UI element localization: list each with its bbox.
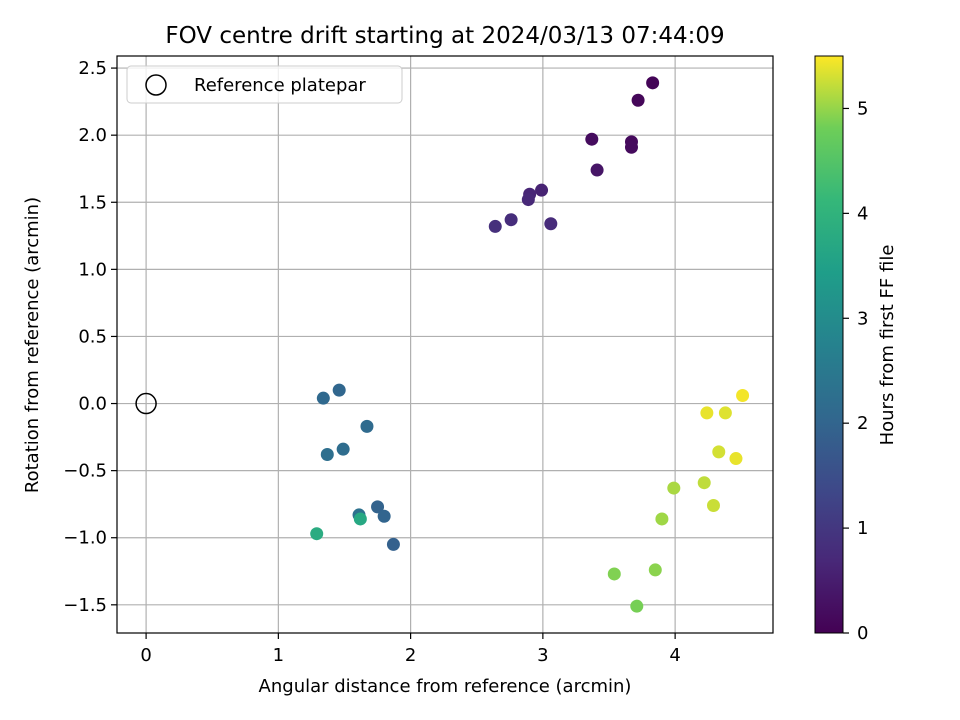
x-axis-ticks: 0 1 2 3 4 bbox=[140, 633, 681, 666]
data-point bbox=[630, 599, 644, 613]
y-tick-label: −1.0 bbox=[63, 528, 107, 549]
data-point bbox=[360, 419, 374, 433]
y-tick-label: 2.0 bbox=[78, 125, 107, 146]
colorbar-label: Hours from first FF file bbox=[877, 245, 898, 446]
data-point bbox=[535, 183, 549, 197]
x-tick-label: 0 bbox=[140, 645, 151, 666]
y-tick-label: 1.5 bbox=[78, 192, 107, 213]
y-tick-label: −0.5 bbox=[63, 461, 107, 482]
colorbar-tick-label: 4 bbox=[857, 203, 868, 224]
grid bbox=[117, 56, 773, 633]
data-point bbox=[353, 512, 367, 526]
data-point bbox=[320, 448, 334, 462]
data-point bbox=[504, 213, 518, 227]
legend: Reference platepar bbox=[126, 65, 403, 104]
colorbar-ticks: 0 1 2 3 4 5 bbox=[843, 98, 868, 644]
data-point bbox=[718, 406, 732, 420]
reference-marker-layer bbox=[135, 392, 157, 415]
colorbar-tick-label: 0 bbox=[857, 623, 868, 644]
data-points bbox=[310, 76, 750, 613]
x-tick-label: 1 bbox=[273, 645, 284, 666]
data-point bbox=[697, 476, 711, 490]
colorbar: 0 1 2 3 4 5 Hours from first FF file bbox=[814, 55, 898, 644]
data-point bbox=[488, 219, 502, 233]
y-tick-label: 0.0 bbox=[78, 394, 107, 415]
colorbar-tick-label: 1 bbox=[857, 518, 868, 539]
data-point bbox=[371, 500, 385, 514]
plot-frame bbox=[116, 55, 774, 634]
data-point bbox=[655, 512, 669, 526]
y-tick-label: −1.5 bbox=[63, 595, 107, 616]
data-point bbox=[624, 140, 638, 154]
y-tick-label: 0.5 bbox=[78, 326, 107, 347]
data-point bbox=[648, 563, 662, 577]
legend-box bbox=[126, 65, 403, 104]
data-point bbox=[310, 527, 324, 541]
data-point bbox=[544, 217, 558, 231]
data-point bbox=[386, 537, 400, 551]
data-point bbox=[332, 383, 346, 397]
data-point bbox=[646, 76, 660, 90]
legend-entry-reference: Reference platepar bbox=[194, 75, 366, 96]
y-axis-label: Rotation from reference (arcmin) bbox=[22, 197, 43, 493]
data-point bbox=[521, 193, 535, 207]
data-point bbox=[712, 445, 726, 459]
reference-platepar-marker bbox=[135, 392, 157, 415]
data-point bbox=[316, 391, 330, 405]
data-point bbox=[631, 93, 645, 107]
data-point bbox=[377, 509, 391, 523]
colorbar-tick-label: 5 bbox=[857, 98, 868, 119]
data-point bbox=[336, 442, 350, 456]
data-point bbox=[706, 499, 720, 513]
y-tick-label: 1.0 bbox=[78, 259, 107, 280]
x-tick-label: 3 bbox=[537, 645, 548, 666]
data-point bbox=[736, 388, 750, 402]
colorbar-tick-label: 2 bbox=[857, 413, 868, 434]
legend-marker-reference bbox=[145, 74, 167, 96]
x-axis-label: Angular distance from reference (arcmin) bbox=[259, 676, 632, 697]
y-tick-label: 2.5 bbox=[78, 58, 107, 79]
colorbar-tick-label: 3 bbox=[857, 308, 868, 329]
colorbar-gradient bbox=[814, 55, 844, 634]
y-axis-ticks: −1.5 −1.0 −0.5 0.0 0.5 1.0 1.5 2.0 2.5 bbox=[63, 58, 117, 616]
x-tick-label: 2 bbox=[405, 645, 416, 666]
chart-title: FOV centre drift starting at 2024/03/13 … bbox=[165, 23, 724, 49]
data-point bbox=[585, 132, 599, 146]
data-point bbox=[667, 481, 681, 495]
data-point bbox=[700, 406, 714, 420]
x-tick-label: 4 bbox=[669, 645, 680, 666]
data-point bbox=[590, 163, 604, 177]
data-point bbox=[607, 567, 621, 581]
data-point bbox=[729, 452, 743, 466]
